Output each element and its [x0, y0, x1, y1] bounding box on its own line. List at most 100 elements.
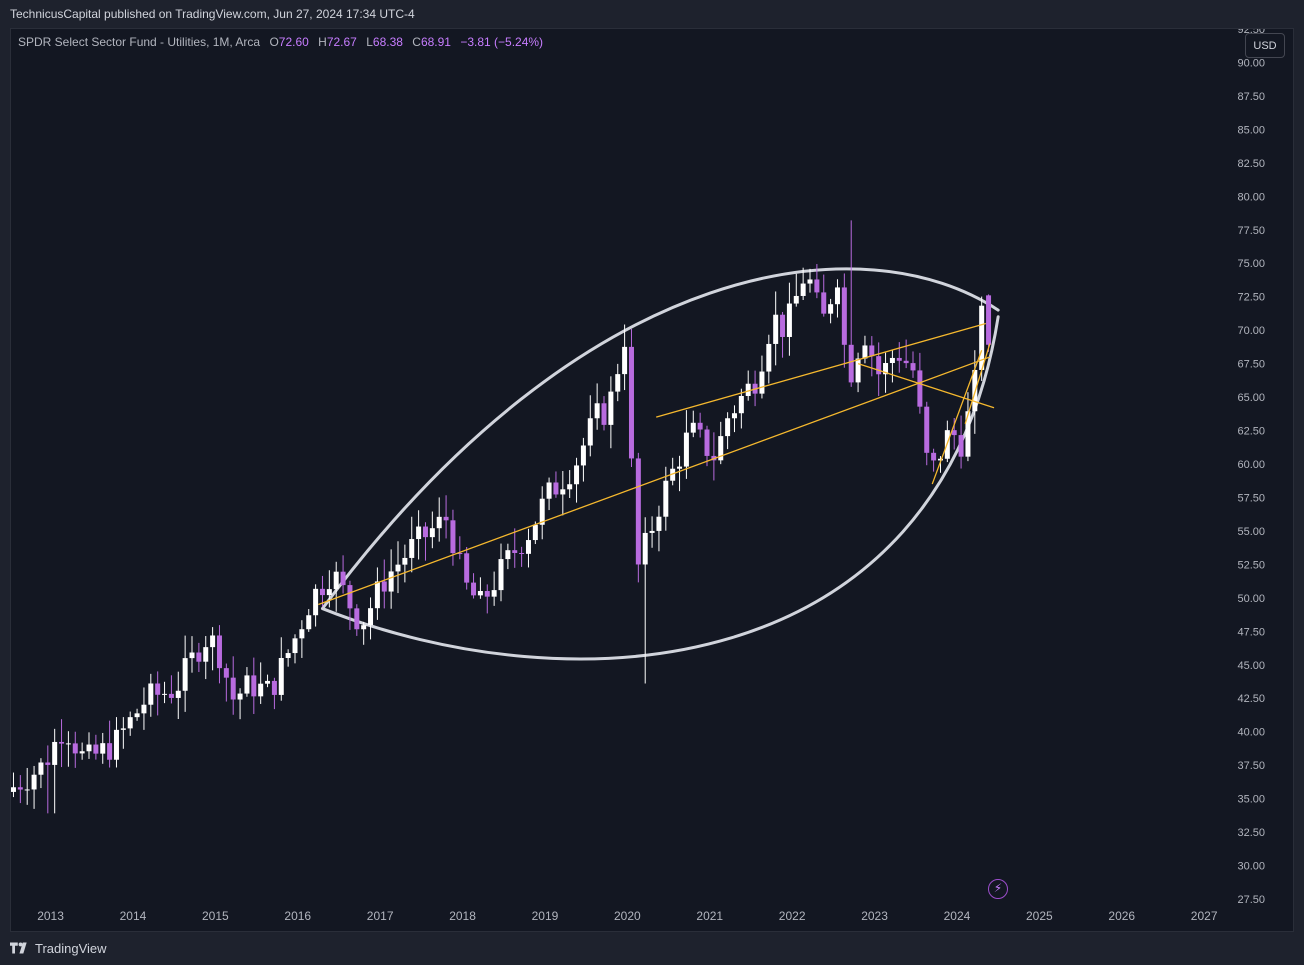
candle [766, 334, 772, 384]
candle-body [59, 741, 65, 744]
currency-button[interactable]: USD [1245, 33, 1285, 58]
candle [876, 342, 882, 397]
x-tick-label: 2027 [1191, 909, 1218, 923]
candle-body [52, 741, 58, 765]
candle [93, 734, 99, 760]
candle-body [292, 638, 298, 654]
candle-body [361, 625, 367, 630]
candle-body [958, 435, 964, 457]
candle-body [491, 590, 497, 597]
candle [189, 636, 195, 673]
candle [931, 448, 937, 472]
candles-layer [11, 220, 992, 814]
candle-body [31, 774, 37, 790]
candle [258, 662, 264, 704]
candle-body [731, 413, 737, 419]
candle [450, 509, 456, 566]
candle [333, 561, 339, 612]
candle-body [979, 305, 985, 370]
candle-body [951, 430, 957, 436]
candle [512, 528, 518, 568]
candle [649, 516, 655, 548]
candle-body [663, 480, 669, 517]
candle [319, 575, 325, 607]
y-tick-label: 72.50 [1237, 292, 1265, 304]
candle-body [615, 374, 621, 392]
x-tick-label: 2022 [779, 909, 806, 923]
candle-body [910, 363, 916, 371]
candle-body [471, 582, 477, 596]
candle-body [278, 658, 284, 695]
candle [203, 636, 209, 680]
candle-body [567, 484, 573, 490]
candle [457, 536, 463, 560]
candle-body [834, 287, 840, 305]
candle [422, 522, 428, 561]
candle [786, 282, 792, 356]
candle-body [65, 743, 71, 745]
y-tick-label: 70.00 [1237, 325, 1265, 337]
candle-body [512, 550, 518, 553]
candle-body [587, 418, 593, 446]
candle [65, 731, 71, 767]
candle [244, 667, 250, 697]
candle-body [484, 591, 490, 597]
candle [745, 370, 751, 401]
candle [546, 477, 552, 511]
candle-body [738, 395, 744, 414]
candle [539, 486, 545, 540]
candle-body [780, 314, 786, 337]
curved-shape-layer [320, 267, 1000, 661]
candle-body [821, 292, 827, 314]
candle [436, 497, 442, 542]
candle [313, 584, 319, 627]
chart-frame[interactable]: 27.50 30.00 32.50 35.00 37.50 40.00 42.50 45.00… [10, 28, 1294, 932]
candle-body [162, 693, 168, 695]
candle-body [402, 557, 408, 565]
candle [903, 339, 909, 369]
candle-body [917, 370, 923, 407]
candle [622, 324, 628, 391]
candle-body [340, 571, 346, 586]
x-tick-label: 2013 [37, 909, 64, 923]
candle [196, 642, 202, 673]
candle-body [519, 552, 525, 554]
candle [553, 471, 559, 498]
trendline [964, 343, 991, 425]
candle [601, 396, 607, 431]
candle-body [560, 489, 566, 495]
x-tick-label: 2024 [944, 909, 971, 923]
candle-body [271, 680, 277, 695]
candle [910, 351, 916, 378]
candle [168, 675, 174, 704]
candle-body [677, 466, 683, 469]
candle-body [580, 445, 586, 466]
y-axis: 27.50 30.00 32.50 35.00 37.50 40.00 42.50 45.00… [1237, 29, 1265, 906]
x-axis: 2013 2014 2015 2016 2017 2018 2019 2020 2021 2022… [37, 909, 1218, 923]
candle [574, 457, 580, 503]
candle-body [223, 668, 229, 678]
candle-body [319, 588, 325, 596]
price-chart[interactable]: 27.50 30.00 32.50 35.00 37.50 40.00 42.50 45.00… [11, 29, 1293, 931]
bolt-icon[interactable]: ⚡ [988, 879, 1008, 899]
candle [587, 395, 593, 457]
candle [615, 363, 621, 402]
candle-body [670, 468, 676, 481]
candle [107, 720, 113, 768]
candle [72, 731, 78, 768]
candle [148, 673, 154, 717]
candle [986, 294, 992, 352]
brand-name: TradingView [35, 940, 107, 956]
open-value: 72.60 [278, 35, 309, 49]
x-tick-label: 2014 [120, 909, 147, 923]
candle-body [436, 516, 442, 529]
candle-body [210, 635, 216, 648]
candle-body [773, 314, 779, 344]
candle [690, 410, 696, 438]
candle-body [11, 787, 16, 792]
candle-body [113, 729, 119, 760]
candle-body [786, 303, 792, 337]
candle-body [505, 550, 511, 560]
candle [979, 296, 985, 381]
candle-body [368, 608, 374, 626]
